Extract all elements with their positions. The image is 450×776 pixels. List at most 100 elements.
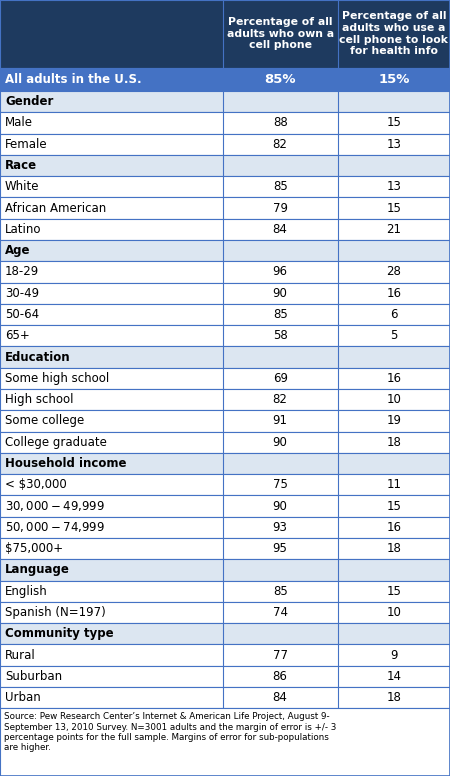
Text: 90: 90 [273,500,288,512]
Text: Race: Race [5,159,37,172]
Text: Household income: Household income [5,457,126,470]
Text: $50,000 - $74,999: $50,000 - $74,999 [5,521,105,535]
Text: 18: 18 [386,691,401,704]
Text: 88: 88 [273,116,288,130]
Bar [0,113,450,133]
Text: 90: 90 [273,435,288,449]
Text: 85: 85 [273,308,288,321]
Bar [0,262,450,282]
Text: College graduate: College graduate [5,435,107,449]
Text: 75: 75 [273,478,288,491]
Text: 90: 90 [273,286,288,300]
Bar [0,644,450,666]
Bar [0,559,450,580]
Bar [0,517,450,538]
Text: African American: African American [5,202,106,214]
Bar [0,346,450,368]
Bar [0,176,450,197]
Text: 77: 77 [273,649,288,662]
Text: < $30,000: < $30,000 [5,478,67,491]
Text: 10: 10 [386,393,401,406]
Text: 19: 19 [386,414,401,428]
Text: 82: 82 [273,393,288,406]
Text: $75,000+: $75,000+ [5,542,63,555]
Text: 13: 13 [386,180,401,193]
Text: 21: 21 [386,223,401,236]
Text: Some high school: Some high school [5,372,109,385]
Bar [0,325,450,346]
Text: 69: 69 [273,372,288,385]
Bar [0,197,450,219]
Text: Education: Education [5,351,71,363]
Text: 10: 10 [386,606,401,619]
Text: 15: 15 [386,116,401,130]
Text: High school: High school [5,393,73,406]
Text: 82: 82 [273,137,288,151]
Text: 84: 84 [273,223,288,236]
Text: 18: 18 [386,542,401,555]
Text: Gender: Gender [5,95,54,108]
Text: Female: Female [5,137,48,151]
Text: Male: Male [5,116,33,130]
Bar [0,602,450,623]
Text: 28: 28 [386,265,401,279]
Bar [0,708,450,776]
Text: Age: Age [5,244,31,257]
Text: 95: 95 [273,542,288,555]
Bar [0,580,450,602]
Bar [0,474,450,495]
Text: $30,000 - $49,999: $30,000 - $49,999 [5,499,105,513]
Text: Some college: Some college [5,414,84,428]
Text: 86: 86 [273,670,288,683]
Text: 65+: 65+ [5,329,30,342]
Bar [0,623,450,644]
Bar [0,68,450,91]
Text: 30-49: 30-49 [5,286,39,300]
Text: Spanish (N=197): Spanish (N=197) [5,606,106,619]
Bar [0,133,450,155]
Text: 6: 6 [390,308,397,321]
Text: 18-29: 18-29 [5,265,39,279]
Bar [0,282,450,304]
Text: 85: 85 [273,180,288,193]
Text: 14: 14 [386,670,401,683]
Text: 96: 96 [273,265,288,279]
Bar [0,687,450,708]
Text: Urban: Urban [5,691,41,704]
Text: 85%: 85% [265,73,296,86]
Text: 50-64: 50-64 [5,308,39,321]
Text: 16: 16 [386,521,401,534]
Bar [0,91,450,113]
Bar [0,155,450,176]
Bar [0,304,450,325]
Text: Rural: Rural [5,649,36,662]
Text: English: English [5,584,48,598]
Text: 74: 74 [273,606,288,619]
Text: Language: Language [5,563,70,577]
Text: Percentage of all
adults who use a
cell phone to look
for health info: Percentage of all adults who use a cell … [339,12,448,57]
Text: 15: 15 [386,584,401,598]
Bar [0,453,450,474]
Text: Latino: Latino [5,223,41,236]
Bar [0,411,450,431]
Text: Source: Pew Research Center’s Internet & American Life Project, August 9-
Septem: Source: Pew Research Center’s Internet &… [4,712,337,753]
Text: 16: 16 [386,286,401,300]
Text: White: White [5,180,40,193]
Text: 79: 79 [273,202,288,214]
Text: 91: 91 [273,414,288,428]
Text: 15: 15 [386,500,401,512]
Text: 58: 58 [273,329,288,342]
Text: 5: 5 [390,329,397,342]
Text: All adults in the U.S.: All adults in the U.S. [5,73,142,86]
Bar [0,368,450,389]
Text: Percentage of all
adults who own a
cell phone: Percentage of all adults who own a cell … [226,17,334,50]
Bar [0,666,450,687]
Text: 11: 11 [386,478,401,491]
Bar [0,538,450,559]
Text: 16: 16 [386,372,401,385]
Text: 84: 84 [273,691,288,704]
Text: 15: 15 [386,202,401,214]
Text: Suburban: Suburban [5,670,62,683]
Bar [0,240,450,262]
Text: 85: 85 [273,584,288,598]
